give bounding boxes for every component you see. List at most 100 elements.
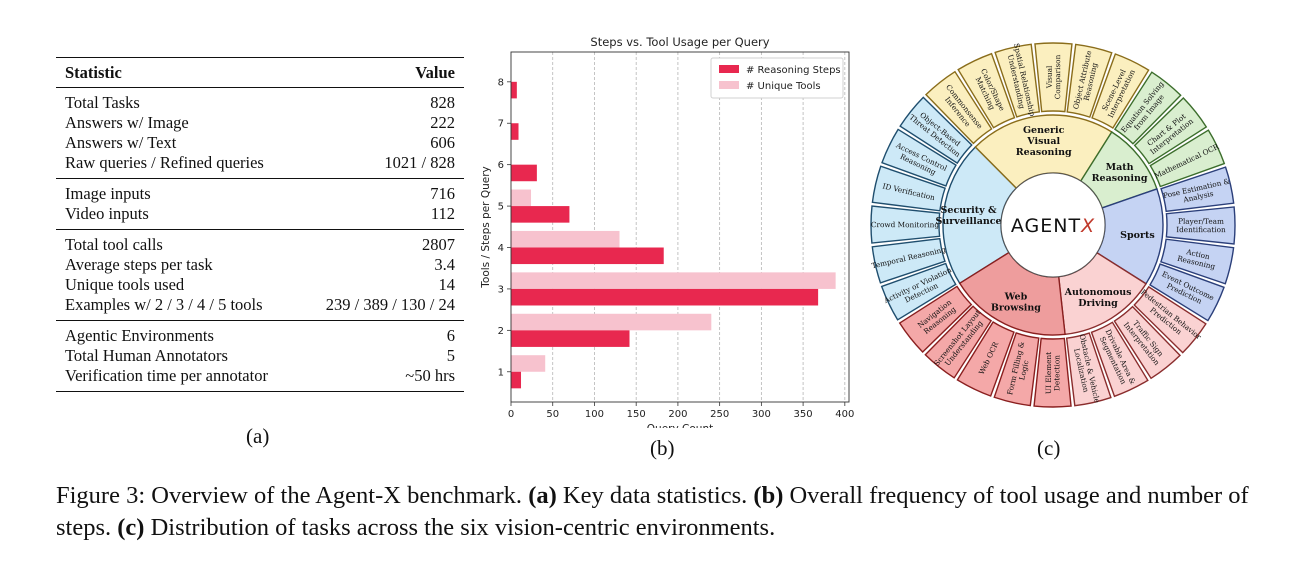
table-row: Answers w/ Text 606 (56, 133, 464, 153)
stat-label: Video inputs (65, 204, 149, 223)
y-tick-label: 8 (498, 77, 504, 88)
table-row: Verification time per annotator ~50 hrs (56, 366, 464, 392)
steps-vs-tools-chart: 1 2 3 4 5 6 7 8 0 50 100 150 200 250 300 350 400 Steps vs… (478, 28, 858, 435)
y-tick-label: 2 (498, 326, 504, 337)
task-wedge (1091, 53, 1150, 129)
task-wedge (957, 52, 1016, 129)
stat-label: Answers w/ Image (65, 113, 189, 132)
stat-label: Answers w/ Text (65, 133, 177, 152)
task-wedge (1113, 305, 1182, 380)
stat-value: 6 (446, 326, 455, 345)
x-tick-label: 100 (585, 409, 604, 420)
stat-value: 1021 / 828 (384, 153, 455, 172)
bar-chart-svg: 1 2 3 4 5 6 7 8 0 50 100 150 200 250 300 350 400 Steps vs… (480, 35, 854, 435)
statistics-table-panel: Statistic Value Total Tasks 828 Answers w… (56, 57, 464, 392)
task-wedge (898, 285, 973, 354)
chart-title: Steps vs. Tool Usage per Query (590, 35, 769, 49)
table-group-inputs: Image inputs 716 Video inputs 112 (56, 178, 464, 230)
task-wedge (1149, 263, 1225, 322)
stat-label: Unique tools used (65, 275, 185, 294)
logo-accent: X (1080, 215, 1095, 237)
subfigure-label-b: (b) (650, 436, 675, 460)
agentx-logo: AGENTX (1011, 215, 1095, 237)
y-axis-label: Tools / Steps per Query (480, 166, 492, 288)
x-tick-label: 400 (835, 409, 854, 420)
y-tick-label: 5 (498, 202, 504, 213)
stat-value: 606 (430, 133, 455, 152)
sunburst-label-line: Player/Team (1178, 217, 1224, 226)
task-label: Visual Comparison (1045, 54, 1062, 99)
caption-a-label: (a) (528, 482, 557, 509)
table-group-tasks: Total Tasks 828 Answers w/ Image 222 Answe… (56, 88, 464, 179)
header-statistic: Statistic (65, 63, 122, 82)
stat-value: 14 (438, 275, 456, 294)
plot-frame (510, 51, 850, 403)
sunburst-label-line: UI Element (1044, 352, 1053, 394)
bar-unique-tools (511, 355, 546, 372)
sunburst-label-line: Sports (1120, 230, 1155, 241)
sunburst-label-line: Autonomous (1064, 287, 1132, 298)
task-wedge (1160, 166, 1235, 213)
x-tick-label: 150 (627, 409, 646, 420)
table-row: Total Human Annotators 5 (56, 346, 464, 366)
task-wedge (1033, 337, 1072, 408)
table-group-environments: Agentic Environments 6 Total Human Annota… (56, 320, 464, 392)
caption-b-label: (b) (753, 482, 784, 509)
x-tick-label: 50 (546, 409, 559, 420)
task-wedge (871, 165, 946, 212)
table-row: Average steps per task 3.4 (56, 255, 464, 275)
task-wedge (1133, 96, 1208, 165)
table-row: Video inputs 112 (56, 204, 464, 230)
sunburst-label-line: Math (1106, 162, 1134, 173)
caption-b-text: Overall frequency of tool usage and numb… (56, 482, 1249, 541)
sunburst-label-line: Logic (1017, 359, 1030, 381)
stat-label: Average steps per task (65, 255, 213, 274)
sunburst-label-line: Visual (1045, 65, 1054, 89)
sunburst-label-line: Comparison (1053, 54, 1062, 99)
task-wedge (899, 96, 973, 165)
task-label: UI Element Detection (1044, 352, 1061, 394)
task-wedge (871, 237, 946, 284)
y-tick-label: 3 (498, 284, 504, 295)
stat-label: Raw queries / Refined queries (65, 153, 264, 172)
task-wedge (880, 262, 957, 321)
logo-main: AGENT (1011, 215, 1081, 237)
bar-reasoning-steps (511, 330, 630, 347)
stat-value: 3.4 (434, 255, 455, 274)
task-wedge (956, 321, 1015, 397)
stat-value: 239 / 389 / 130 / 24 (325, 295, 455, 314)
task-wedge (1034, 42, 1073, 113)
environment-label: Security &Surveillance (936, 205, 1002, 227)
y-tick-label: 7 (498, 119, 504, 130)
sunburst-label-line: Reasoning (1092, 173, 1148, 184)
bar-reasoning-steps (511, 247, 664, 265)
legend-box (710, 57, 844, 99)
task-wedge (924, 70, 993, 145)
sunburst-label-line: Web (1004, 291, 1028, 302)
chart-legend: # Reasoning Steps # Unique Tools (710, 57, 844, 99)
center-circle (1000, 172, 1106, 278)
task-wedge (1066, 43, 1113, 118)
stat-value: 828 (430, 93, 455, 112)
environment-sunburst: Activity or Violation Detection Temporal R… (858, 30, 1248, 420)
y-tick-label: 1 (498, 367, 504, 378)
task-wedge (1149, 129, 1226, 188)
stat-value: 2807 (422, 235, 455, 254)
stat-value: 5 (446, 346, 455, 365)
task-wedge (1133, 285, 1207, 354)
task-wedge (1113, 71, 1182, 145)
task-wedge (1165, 206, 1236, 245)
bar-unique-tools (511, 189, 532, 207)
x-tick-label: 350 (794, 409, 813, 420)
table-row: Unique tools used 14 (56, 275, 464, 295)
stat-value: 222 (430, 113, 455, 132)
caption-lead: Figure 3: Overview of the Agent-X benchm… (56, 482, 523, 509)
legend-swatch (719, 65, 739, 73)
bar-reasoning-steps (511, 371, 522, 389)
stat-label: Verification time per annotator (65, 366, 268, 385)
